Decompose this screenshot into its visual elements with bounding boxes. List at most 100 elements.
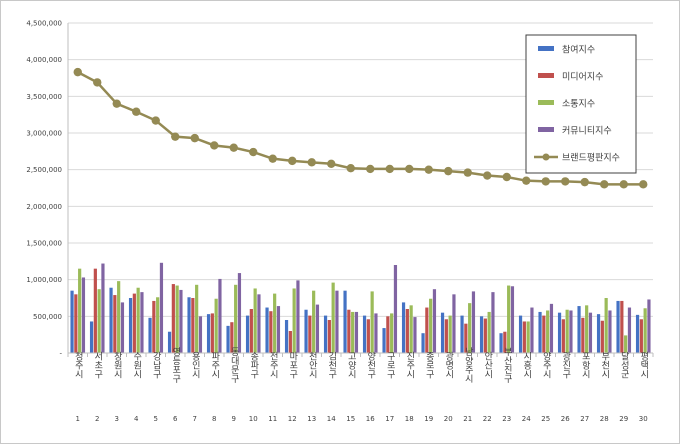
bar bbox=[230, 322, 234, 353]
x-tick-label: 수원시 bbox=[131, 351, 141, 378]
bar bbox=[585, 305, 589, 353]
line-point bbox=[522, 176, 531, 185]
bar bbox=[249, 309, 253, 353]
x-tick-label: 용인시 bbox=[190, 351, 200, 378]
line-point bbox=[444, 166, 453, 176]
bar bbox=[81, 277, 86, 353]
x-rank-label: 26 bbox=[561, 415, 570, 423]
line-point bbox=[327, 159, 336, 168]
legend-label: 참여지수 bbox=[562, 44, 595, 56]
bar bbox=[393, 265, 398, 353]
line-point bbox=[268, 154, 277, 163]
bar bbox=[526, 321, 530, 353]
x-tick-label: 안산시 bbox=[482, 351, 492, 378]
y-tick-label: 3,000,000 bbox=[26, 130, 62, 138]
legend-label: 커뮤니티지수 bbox=[562, 126, 612, 137]
x-tick-label: 부산진구 bbox=[502, 347, 512, 384]
bar bbox=[354, 311, 359, 353]
x-tick-label: 구로구 bbox=[385, 351, 395, 379]
line-point bbox=[580, 177, 589, 187]
bar bbox=[635, 314, 640, 353]
x-tick-label: 청주시 bbox=[73, 351, 83, 378]
line-series bbox=[73, 67, 648, 189]
bar bbox=[171, 284, 175, 353]
line-point bbox=[619, 180, 628, 189]
x-rank-label: 7 bbox=[193, 415, 197, 423]
bar bbox=[639, 319, 643, 353]
x-tick-label: 파주시 bbox=[209, 351, 219, 378]
bar bbox=[140, 292, 144, 353]
x-tick-label: 달성군 bbox=[619, 350, 629, 378]
line-point bbox=[385, 164, 394, 174]
bar bbox=[518, 315, 523, 353]
bar bbox=[315, 304, 320, 353]
x-rank-label: 24 bbox=[522, 415, 531, 423]
x-rank-label: 13 bbox=[307, 415, 316, 423]
x-tick-label: 마포구 bbox=[287, 351, 297, 379]
bar bbox=[647, 299, 651, 353]
bar bbox=[253, 288, 257, 353]
line-point bbox=[346, 164, 355, 173]
bar bbox=[487, 311, 491, 353]
bar bbox=[425, 307, 429, 353]
bar bbox=[569, 310, 573, 353]
x-tick-label: 양주시 bbox=[541, 351, 551, 378]
bar bbox=[604, 298, 608, 353]
bar bbox=[226, 325, 230, 353]
bar bbox=[136, 287, 140, 353]
bar bbox=[210, 313, 214, 353]
x-tick-label: 시흥시 bbox=[521, 351, 531, 378]
bar bbox=[335, 290, 339, 353]
bar bbox=[366, 319, 370, 353]
bar bbox=[452, 294, 456, 353]
bar bbox=[370, 291, 374, 353]
x-rank-label: 29 bbox=[619, 415, 628, 423]
bar bbox=[128, 298, 133, 353]
bar bbox=[206, 314, 211, 353]
x-rank-label: 22 bbox=[483, 415, 492, 423]
legend-marker bbox=[542, 153, 550, 161]
bar bbox=[175, 285, 179, 353]
x-rank-label: 27 bbox=[580, 415, 589, 423]
legend-swatch bbox=[538, 73, 554, 78]
bar bbox=[237, 273, 242, 353]
bar bbox=[198, 316, 203, 353]
bar bbox=[561, 319, 565, 353]
x-rank-label: 5 bbox=[154, 415, 158, 423]
bar bbox=[499, 333, 503, 353]
bar bbox=[167, 331, 172, 353]
bar bbox=[581, 317, 585, 353]
bar bbox=[308, 315, 312, 353]
bar bbox=[101, 263, 105, 353]
line-point bbox=[112, 99, 121, 108]
bar bbox=[362, 315, 367, 353]
bar bbox=[596, 314, 601, 353]
y-tick-label: 2,000,000 bbox=[26, 203, 62, 211]
x-rank-label: 4 bbox=[134, 415, 139, 423]
bar bbox=[429, 298, 433, 353]
y-tick-label: 500,000 bbox=[33, 313, 62, 321]
bar bbox=[78, 268, 82, 353]
bar bbox=[132, 293, 136, 353]
legend-swatch bbox=[538, 46, 554, 51]
bar bbox=[413, 317, 417, 353]
x-rank-label: 10 bbox=[249, 415, 258, 423]
bar bbox=[542, 315, 546, 353]
bar bbox=[382, 328, 386, 353]
x-tick-label: 영등포구 bbox=[170, 347, 180, 384]
bar bbox=[643, 308, 647, 353]
bar bbox=[93, 268, 97, 353]
x-tick-label: 서초구 bbox=[92, 351, 102, 379]
x-rank-label: 9 bbox=[232, 415, 236, 423]
x-rank-label: 18 bbox=[405, 415, 414, 423]
legend-label: 브랜드평판지수 bbox=[562, 153, 620, 164]
x-rank-label: 30 bbox=[639, 415, 648, 423]
bar bbox=[549, 303, 554, 353]
x-rank-label: 23 bbox=[502, 415, 511, 423]
x-rank-label: 15 bbox=[346, 415, 355, 423]
bar bbox=[390, 313, 394, 353]
line-point bbox=[132, 107, 141, 116]
bar bbox=[510, 286, 515, 353]
